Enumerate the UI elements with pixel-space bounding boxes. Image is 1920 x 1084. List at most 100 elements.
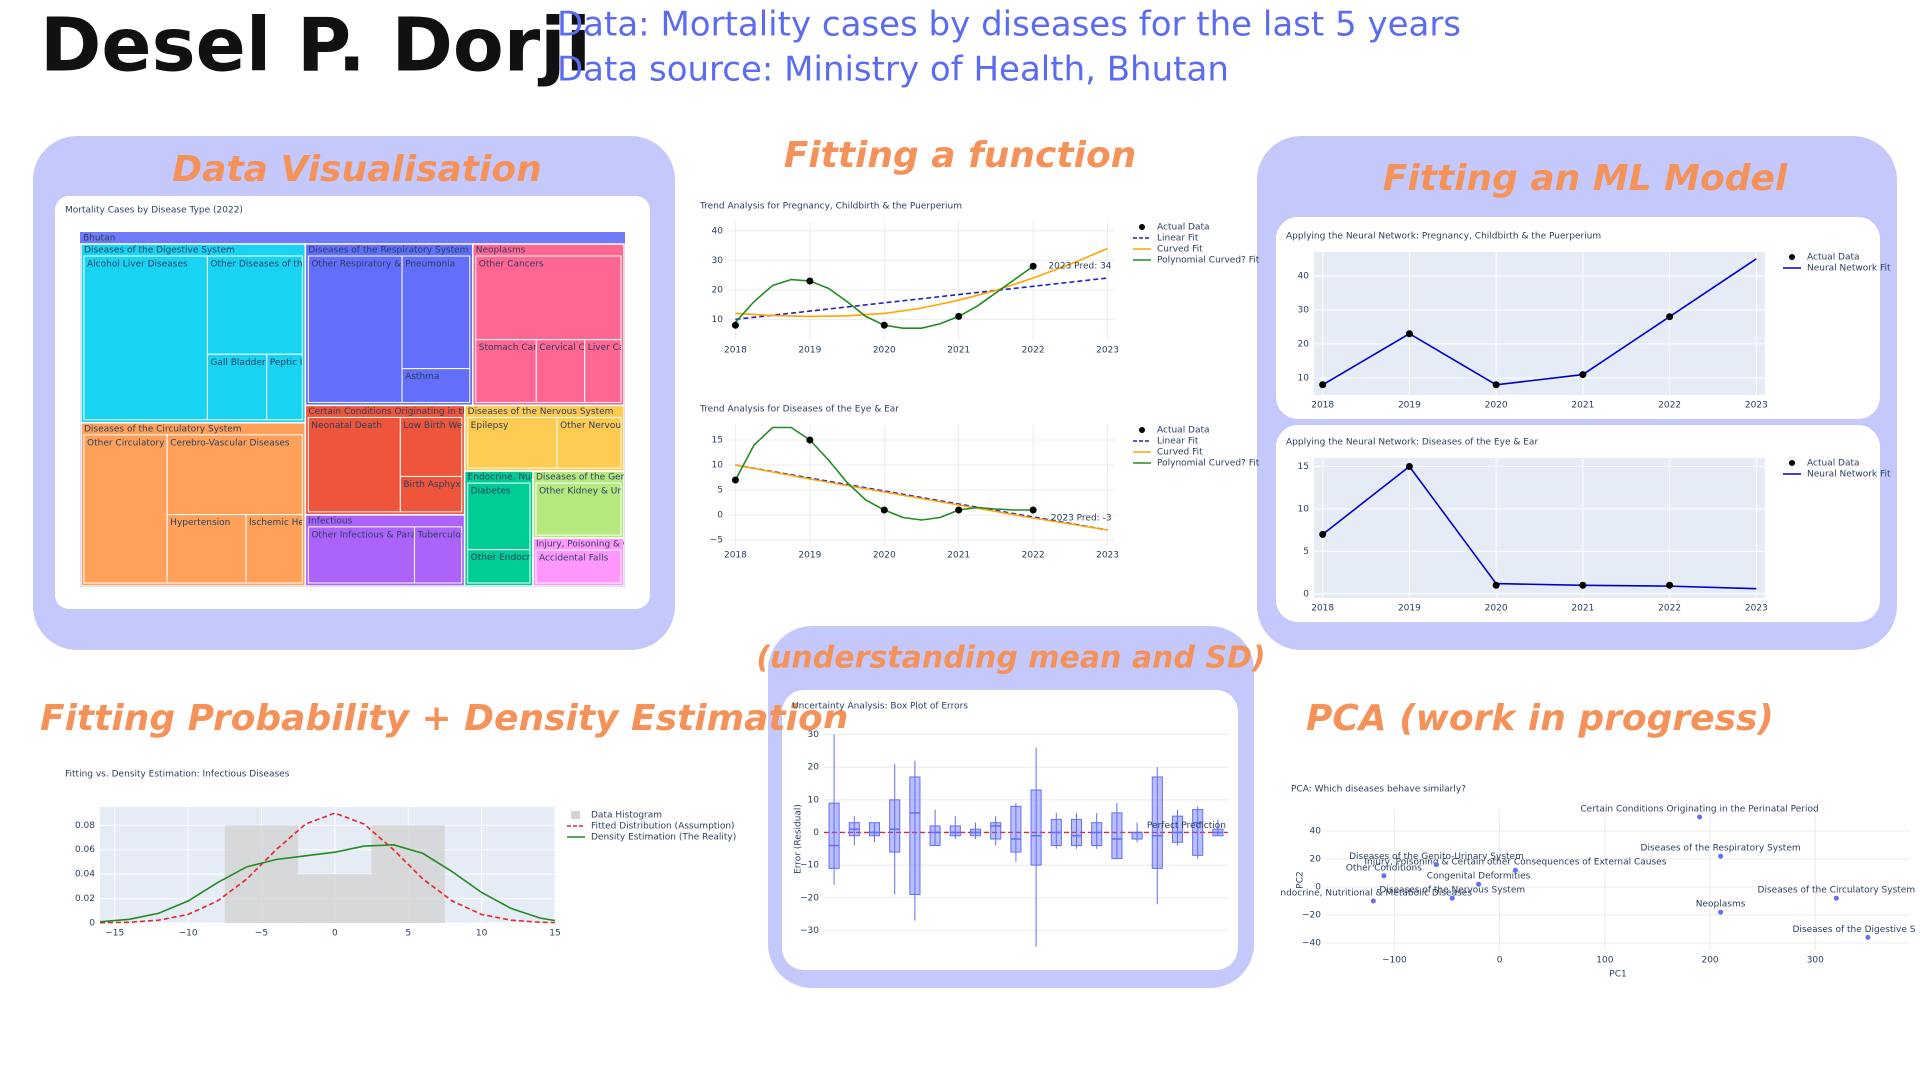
data-point: [880, 321, 888, 329]
treemap-group-label: Infectious: [308, 516, 352, 526]
treemap-group-clip: Certain Conditions Originating in the Pe…: [308, 407, 464, 417]
box-body: [868, 822, 881, 837]
x-tick-label: 2020: [1485, 401, 1508, 411]
annotation: 2023 Pred: -3: [1051, 514, 1112, 524]
legend-label: Actual Data: [1157, 426, 1210, 436]
box-body: [1171, 815, 1184, 843]
point-label: Diseases of the Circulatory System: [1758, 886, 1916, 896]
data-point: [1718, 909, 1724, 915]
data-point: [806, 277, 814, 285]
treemap-cell-clip: Other Circulatory Diseases: [87, 438, 167, 448]
treemap-cell: [307, 526, 415, 584]
chart-title: Uncertainty Analysis: Box Plot of Errors: [792, 702, 968, 712]
data-point: [1512, 867, 1518, 873]
plot-area: [728, 425, 1115, 545]
treemap-cell-label: Other Infectious & Parasitic Diseases: [311, 530, 477, 540]
chart: Trend Analysis for Diseases of the Eye &…: [699, 405, 1260, 561]
x-tick-label: 2023: [1096, 551, 1119, 561]
chart: Applying the Neural Network: Pregnancy, …: [1286, 232, 1891, 411]
treemap-cell-clip: Other Nervous Diseases: [560, 421, 669, 431]
treemap-cell-label: Accidental Falls: [539, 554, 609, 564]
treemap-cell-clip: Liver Cancer: [588, 343, 645, 353]
y-tick-label: 0.02: [75, 894, 95, 904]
x-tick-label: 10: [476, 929, 488, 939]
treemap-cell: [399, 475, 463, 513]
x-tick-label: 2018: [1311, 401, 1334, 411]
treemap-cell-label: Cerebro-Vascular Diseases: [170, 438, 290, 448]
section-title: Fitting an ML Model: [1383, 158, 1788, 199]
treemap-cell-clip: Ischemic Heart Disease: [249, 518, 302, 528]
treemap-cell-label: Other Nervous Diseases: [560, 421, 669, 431]
x-tick-label: 2019: [798, 346, 821, 356]
x-tick-label: 2021: [1571, 604, 1594, 614]
treemap-cell: [166, 434, 303, 516]
histogram-bar: [298, 874, 372, 923]
legend-label: Polynomial Curved? Fit: [1157, 459, 1260, 469]
treemap-group-label: Diseases of the Respiratory System: [308, 246, 468, 256]
treemap-cell-clip: Stomach Cancer: [479, 343, 537, 353]
x-axis-label: PC1: [1609, 970, 1626, 980]
treemap-cell: [266, 353, 303, 421]
treemap-group-label: Neoplasms: [476, 246, 526, 256]
treemap-group-clip: Infectious: [308, 516, 352, 526]
data-point: [1433, 862, 1439, 868]
data-point: [1579, 581, 1587, 589]
x-tick-label: 2018: [724, 346, 747, 356]
y-tick-label: 0: [717, 511, 723, 521]
x-tick-label: −100: [1382, 956, 1407, 966]
treemap-cell-label: Other Diseases of the Digestive System: [210, 260, 389, 270]
treemap-cell-label: Pneumonia: [405, 260, 455, 270]
x-tick-label: −15: [105, 929, 124, 939]
treemap-cell-clip: Other Respiratory & Nose Diseases: [311, 260, 402, 270]
box-body: [1111, 812, 1123, 860]
box-body: [1192, 809, 1204, 856]
y-tick-label: −20: [800, 893, 819, 903]
treemap-cell-clip: Diabetes: [471, 487, 511, 497]
x-tick-label: 2022: [1658, 604, 1681, 614]
plot-area: [1326, 810, 1910, 950]
treemap-group-clip: Diseases of the Respiratory System: [308, 246, 468, 256]
data-point: [1029, 506, 1037, 514]
legend-label: Actual Data: [1807, 459, 1860, 469]
box-body: [949, 825, 961, 837]
x-tick-label: 200: [1701, 956, 1718, 966]
x-tick-label: 2023: [1745, 604, 1768, 614]
x-tick-label: 2018: [724, 551, 747, 561]
box-body: [929, 825, 941, 847]
point-label: Diseases of the Respiratory System: [1641, 844, 1801, 854]
treemap-group-clip: Diseases of the Circulatory System: [84, 424, 242, 434]
point-label: Certain Conditions Originating in the Pe…: [1580, 805, 1818, 815]
data-point: [1833, 895, 1839, 901]
data-point: [880, 506, 888, 514]
treemap-group-clip: Endocrine, Nutritional & Metabolic Disea…: [468, 473, 533, 483]
data-point: [1319, 530, 1327, 538]
series-line: [735, 464, 1108, 531]
y-tick-label: 15: [1298, 462, 1309, 472]
treemap-cell-clip: Alcohol Liver Diseases: [87, 260, 188, 270]
treemap-cell-label: Other Endocrine Diseases: [471, 553, 588, 563]
data-point: [1405, 330, 1413, 338]
box-body: [889, 799, 901, 853]
y-tick-label: 10: [1298, 504, 1310, 514]
legend-label: Fitted Distribution (Assumption): [591, 822, 735, 832]
legend-label: Curved Fit: [1157, 448, 1203, 458]
box-body: [909, 776, 921, 895]
treemap-cell-clip: Low Birth Weight: [403, 421, 461, 431]
x-tick-label: −10: [179, 929, 198, 939]
chart: Uncertainty Analysis: Box Plot of Errors…: [792, 702, 1228, 950]
treemap-group-label: Injury, Poisoning & Certain other Conseq…: [536, 540, 838, 550]
x-tick-label: 2022: [1022, 346, 1045, 356]
treemap-cell-label: Liver Cancer: [588, 343, 645, 353]
data-point: [731, 321, 739, 329]
box-body: [1131, 831, 1143, 840]
x-tick-label: 2023: [1096, 346, 1119, 356]
series-line: [99, 844, 556, 923]
x-tick-label: 2019: [1398, 401, 1421, 411]
y-tick-label: −10: [800, 861, 819, 871]
data-point: [955, 506, 963, 514]
treemap-cell: [401, 255, 471, 370]
treemap-group-clip: Diseases of the Nervous System: [468, 407, 614, 417]
box-body: [1070, 818, 1083, 847]
legend-label: Neural Network Fit: [1807, 264, 1891, 274]
